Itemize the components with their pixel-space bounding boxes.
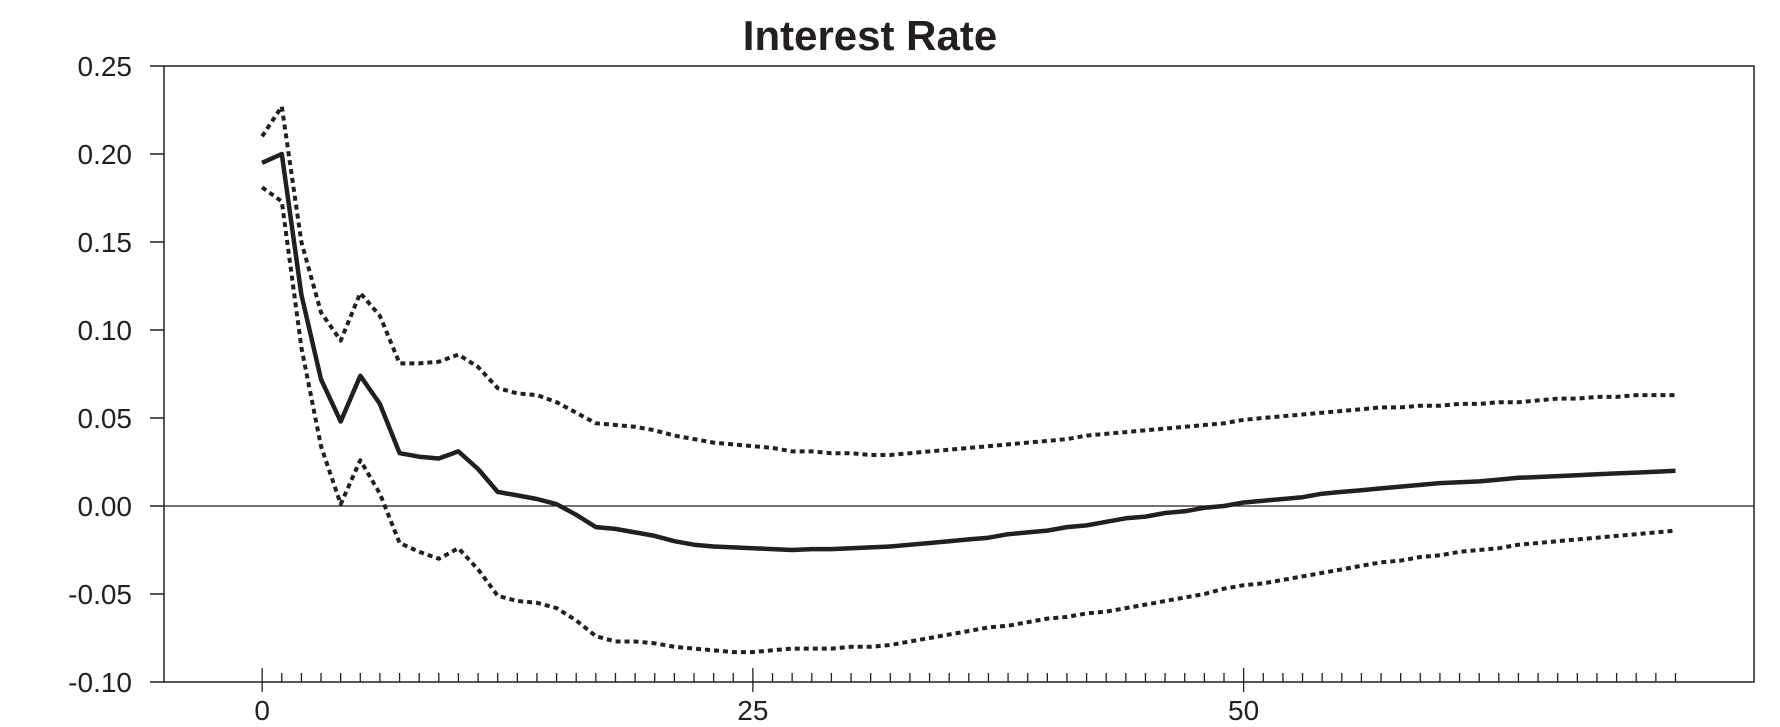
plot-frame bbox=[163, 65, 1755, 683]
series-point-estimate-line bbox=[261, 151, 1676, 553]
y-tick-label: 0.10 bbox=[78, 315, 133, 346]
y-tick-label: 0.05 bbox=[78, 403, 133, 434]
y-tick-label: 0.00 bbox=[78, 491, 133, 522]
x-tick-label: 50 bbox=[1228, 695, 1259, 726]
x-tick-label: 25 bbox=[737, 695, 768, 726]
y-tick-label: -0.10 bbox=[68, 667, 132, 698]
series-upper-band-line bbox=[260, 104, 1676, 457]
y-axis: 0.25 0.20 0.15 0.10 0.05 0.00 -0.05 -0.10 bbox=[68, 51, 164, 698]
chart-title: Interest Rate bbox=[743, 12, 997, 59]
x-tick-label: 0 bbox=[254, 695, 270, 726]
y-tick-label: 0.15 bbox=[78, 227, 133, 258]
y-tick-label: 0.25 bbox=[78, 51, 133, 82]
series-group bbox=[260, 104, 1676, 655]
y-tick-label: -0.05 bbox=[68, 579, 132, 610]
series-lower-band-line bbox=[260, 185, 1676, 655]
x-axis: 0 25 50 bbox=[254, 668, 1677, 726]
y-tick-label: 0.20 bbox=[78, 139, 133, 170]
